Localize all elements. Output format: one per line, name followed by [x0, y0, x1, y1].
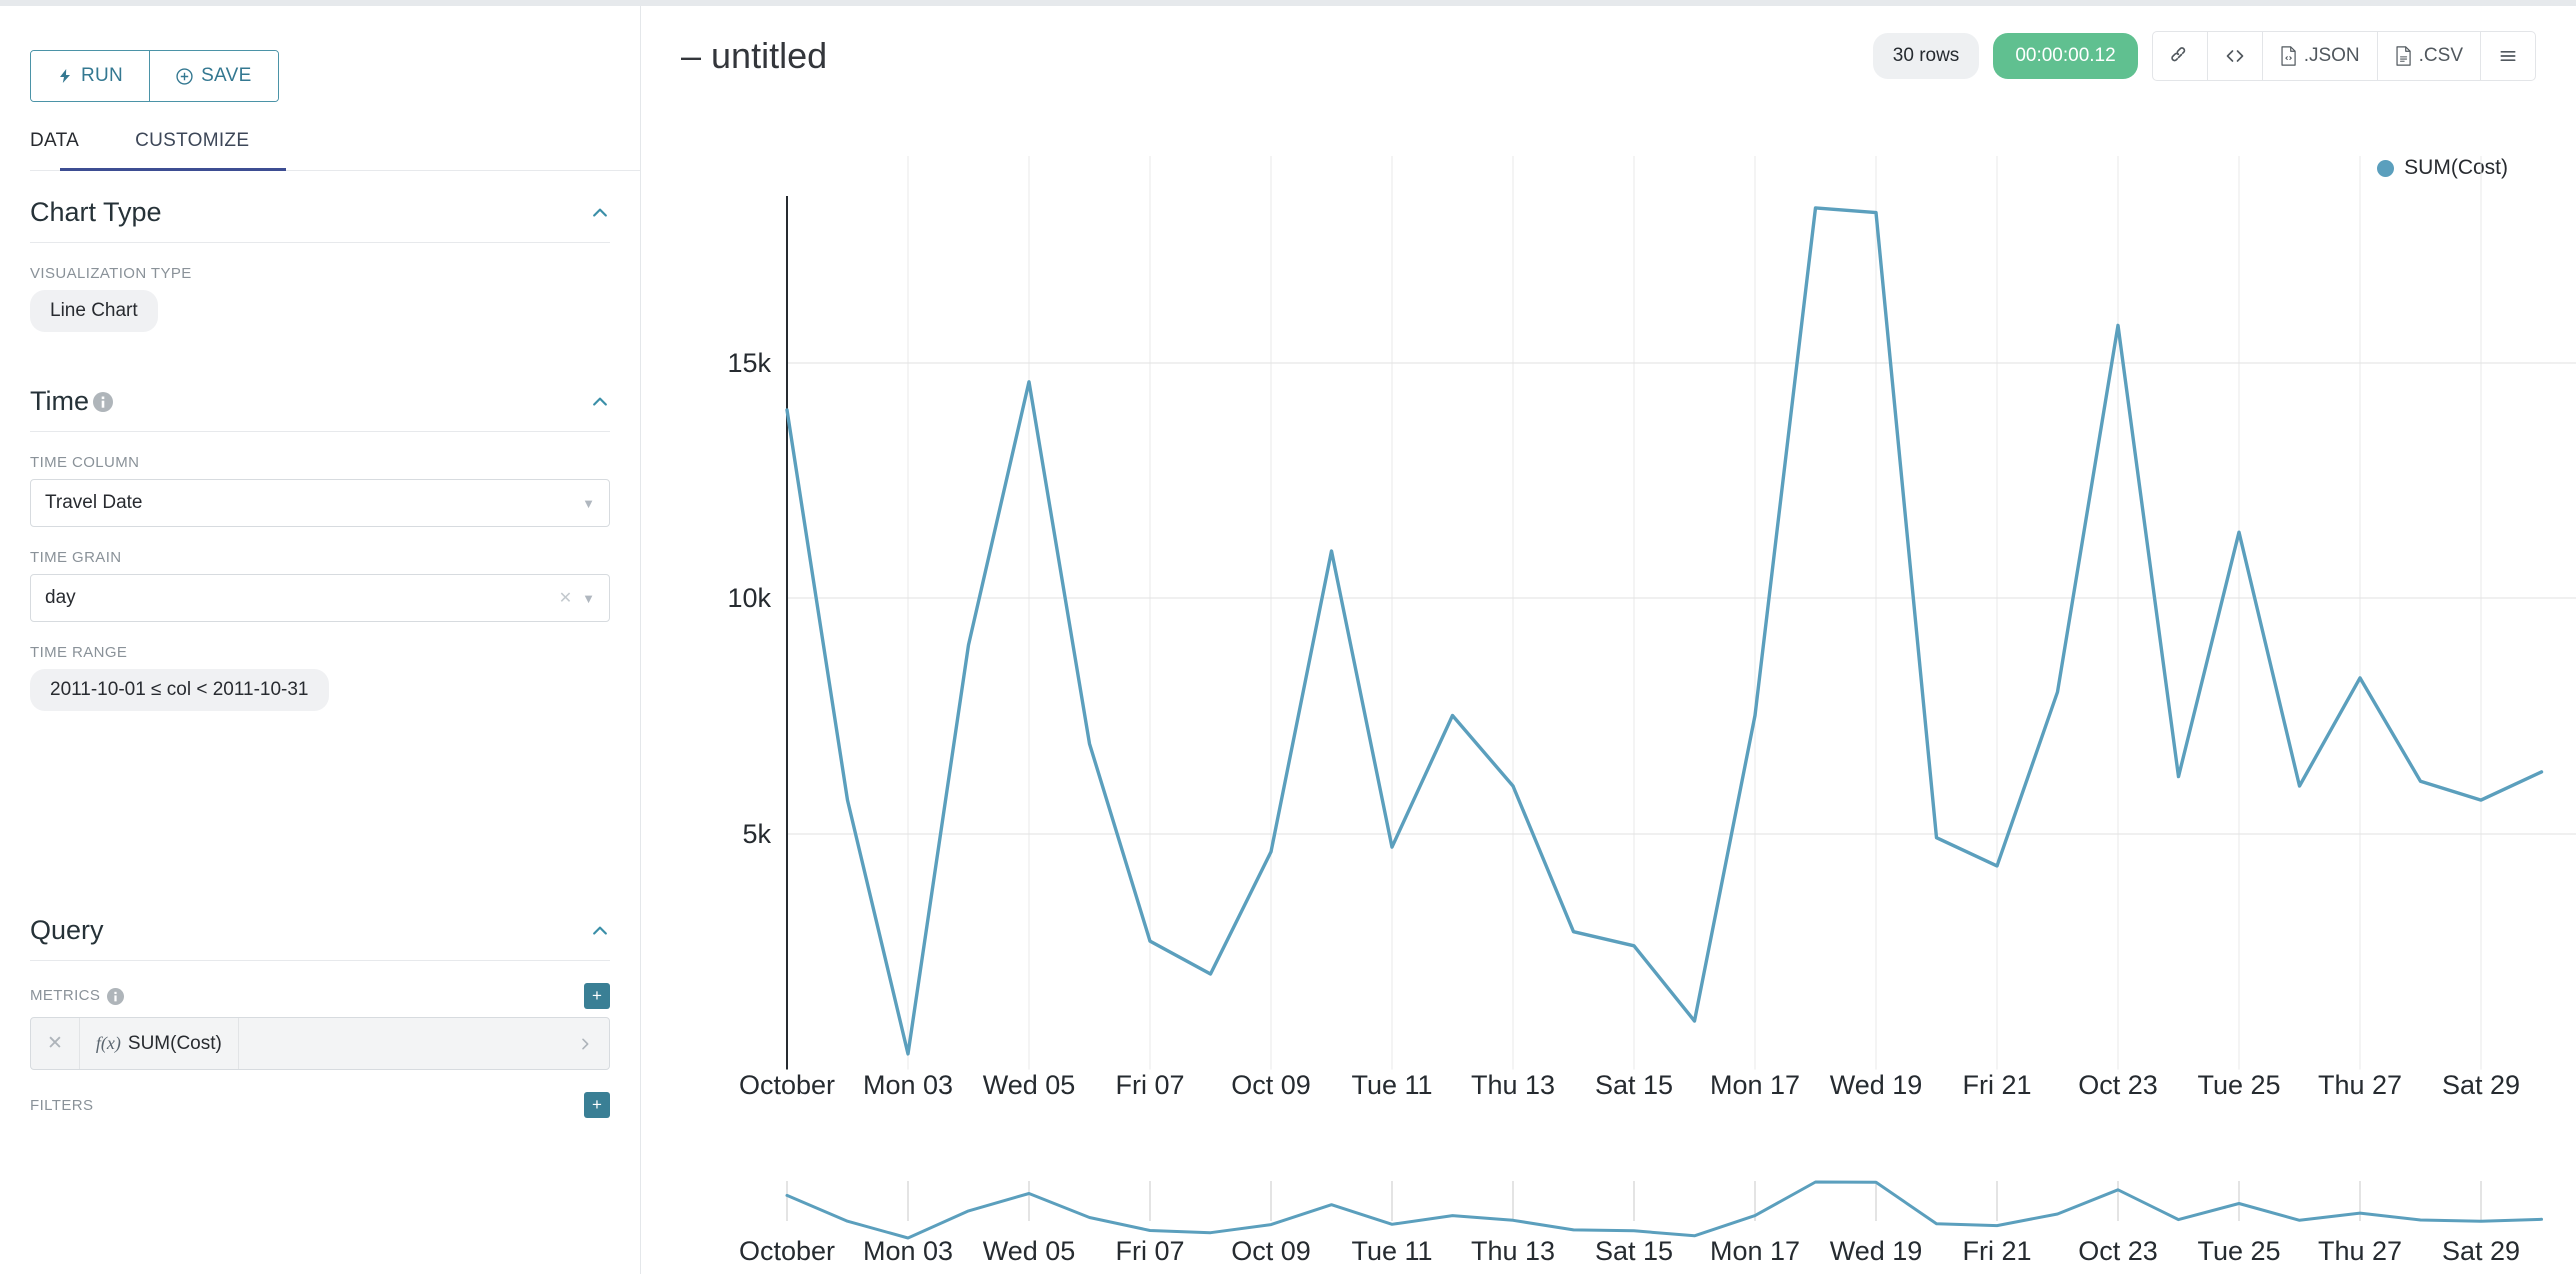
- svg-text:Fri 07: Fri 07: [1115, 1070, 1184, 1100]
- svg-text:Oct 09: Oct 09: [1231, 1070, 1311, 1100]
- svg-text:Wed 19: Wed 19: [1830, 1236, 1923, 1266]
- svg-text:Tue 25: Tue 25: [2197, 1236, 2280, 1266]
- svg-text:Tue 25: Tue 25: [2197, 1070, 2280, 1100]
- svg-text:Tue 11: Tue 11: [1351, 1070, 1432, 1100]
- svg-text:Thu 27: Thu 27: [2318, 1236, 2402, 1266]
- svg-text:15k: 15k: [727, 348, 771, 378]
- svg-text:Mon 17: Mon 17: [1710, 1070, 1800, 1100]
- svg-text:Thu 13: Thu 13: [1471, 1236, 1555, 1266]
- svg-text:October: October: [739, 1236, 835, 1266]
- svg-text:Oct 23: Oct 23: [2078, 1070, 2158, 1100]
- svg-text:Fri 21: Fri 21: [1962, 1070, 2031, 1100]
- svg-text:Wed 05: Wed 05: [983, 1236, 1076, 1266]
- svg-text:Fri 21: Fri 21: [1962, 1236, 2031, 1266]
- svg-text:Thu 13: Thu 13: [1471, 1070, 1555, 1100]
- svg-text:Sat 15: Sat 15: [1595, 1070, 1673, 1100]
- svg-text:10k: 10k: [727, 583, 771, 613]
- svg-text:Sat 29: Sat 29: [2442, 1070, 2520, 1100]
- svg-text:October: October: [739, 1070, 835, 1100]
- svg-text:5k: 5k: [742, 819, 771, 849]
- svg-text:Mon 03: Mon 03: [863, 1236, 953, 1266]
- svg-text:Tue 11: Tue 11: [1351, 1236, 1432, 1266]
- svg-text:Mon 03: Mon 03: [863, 1070, 953, 1100]
- svg-text:Oct 09: Oct 09: [1231, 1236, 1311, 1266]
- svg-text:Mon 17: Mon 17: [1710, 1236, 1800, 1266]
- svg-text:Sat 29: Sat 29: [2442, 1236, 2520, 1266]
- svg-text:Wed 05: Wed 05: [983, 1070, 1076, 1100]
- svg-text:Thu 27: Thu 27: [2318, 1070, 2402, 1100]
- svg-text:Fri 07: Fri 07: [1115, 1236, 1184, 1266]
- svg-text:Oct 23: Oct 23: [2078, 1236, 2158, 1266]
- svg-text:Wed 19: Wed 19: [1830, 1070, 1923, 1100]
- svg-text:Sat 15: Sat 15: [1595, 1236, 1673, 1266]
